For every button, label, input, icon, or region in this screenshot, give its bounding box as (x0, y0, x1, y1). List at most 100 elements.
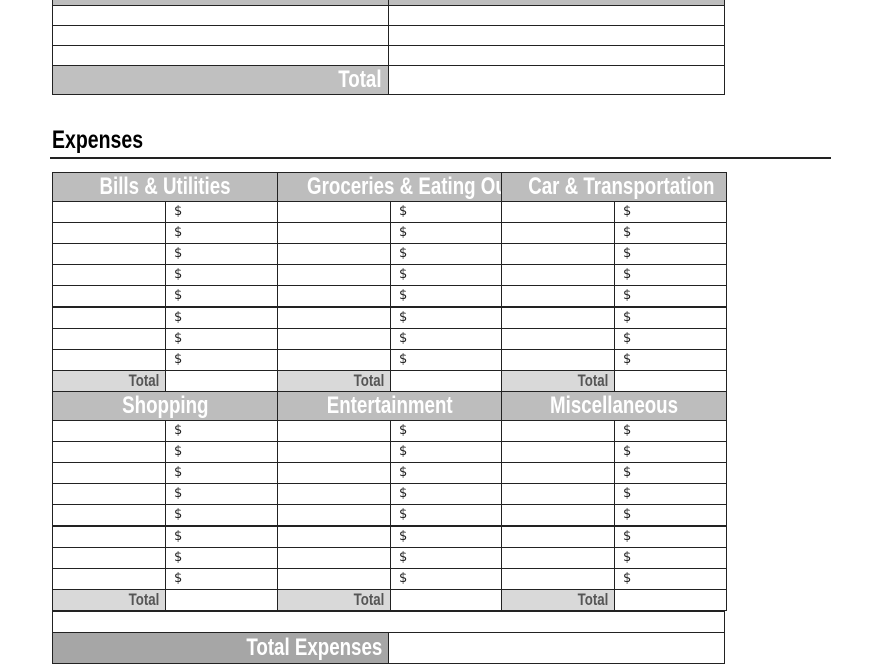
expense-item-input[interactable] (52, 222, 166, 245)
expense-amount-input[interactable]: $ (390, 546, 503, 569)
expense-amount-input[interactable]: $ (165, 462, 278, 485)
expense-item-input[interactable] (52, 348, 166, 371)
expense-item-input[interactable] (277, 441, 391, 464)
expense-amount-input[interactable]: $ (390, 285, 503, 308)
expense-amount-input[interactable]: $ (165, 348, 278, 371)
expense-item-input[interactable] (52, 504, 166, 527)
expense-item-input[interactable] (277, 483, 391, 506)
expense-item-input[interactable] (52, 546, 166, 569)
expense-amount-input[interactable]: $ (390, 222, 503, 245)
expense-amount-input[interactable]: $ (165, 420, 278, 442)
expense-item-input[interactable] (52, 264, 166, 287)
expense-item-input[interactable] (501, 201, 615, 223)
expense-item-input[interactable] (52, 462, 166, 485)
expense-amount-input[interactable]: $ (390, 201, 503, 223)
expense-item-input[interactable] (52, 441, 166, 464)
expense-item-input[interactable] (501, 222, 615, 245)
category-total-value[interactable] (165, 588, 278, 611)
expense-item-input[interactable] (52, 243, 166, 266)
expense-item-input[interactable] (52, 525, 166, 548)
expense-amount-input[interactable]: $ (390, 462, 503, 485)
expense-item-input[interactable] (52, 483, 166, 506)
expense-amount-input[interactable]: $ (390, 441, 503, 464)
expense-item-input[interactable] (501, 462, 615, 485)
income-name-input[interactable] (52, 5, 389, 26)
expense-item-input[interactable] (501, 243, 615, 266)
expense-amount-input[interactable]: $ (614, 348, 727, 371)
expense-item-input[interactable] (277, 546, 391, 569)
expense-amount-input[interactable]: $ (614, 420, 727, 442)
expense-item-input[interactable] (52, 327, 166, 350)
expense-item-input[interactable] (277, 306, 391, 329)
income-amount-input[interactable] (388, 5, 725, 26)
expense-amount-input[interactable]: $ (390, 504, 503, 527)
expense-item-input[interactable] (277, 567, 391, 590)
expense-amount-input[interactable]: $ (390, 420, 503, 442)
income-total-value[interactable] (388, 65, 725, 95)
expense-item-input[interactable] (52, 567, 166, 590)
expense-item-input[interactable] (501, 546, 615, 569)
expense-amount-input[interactable]: $ (614, 264, 727, 287)
expense-amount-input[interactable]: $ (165, 243, 278, 266)
expense-item-input[interactable] (277, 222, 391, 245)
expense-amount-input[interactable]: $ (614, 567, 727, 590)
expense-amount-input[interactable]: $ (390, 348, 503, 371)
expense-amount-input[interactable]: $ (165, 546, 278, 569)
expense-amount-input[interactable]: $ (165, 285, 278, 308)
expense-item-input[interactable] (52, 201, 166, 223)
expense-amount-input[interactable]: $ (614, 462, 727, 485)
expense-item-input[interactable] (277, 348, 391, 371)
income-name-input[interactable] (52, 25, 389, 46)
expense-amount-input[interactable]: $ (165, 264, 278, 287)
expense-item-input[interactable] (501, 525, 615, 548)
expense-item-input[interactable] (277, 285, 391, 308)
expense-item-input[interactable] (52, 306, 166, 329)
expense-amount-input[interactable]: $ (165, 525, 278, 548)
expense-amount-input[interactable]: $ (614, 201, 727, 223)
expense-item-input[interactable] (277, 420, 391, 442)
expense-amount-input[interactable]: $ (165, 201, 278, 223)
expense-amount-input[interactable]: $ (614, 306, 727, 329)
income-amount-input[interactable] (388, 45, 725, 66)
expense-amount-input[interactable]: $ (614, 441, 727, 464)
income-amount-input[interactable] (388, 25, 725, 46)
expense-item-input[interactable] (501, 306, 615, 329)
income-name-input[interactable] (52, 45, 389, 66)
category-total-value[interactable] (390, 588, 503, 611)
expense-amount-input[interactable]: $ (614, 285, 727, 308)
expense-amount-input[interactable]: $ (390, 483, 503, 506)
expense-amount-input[interactable]: $ (614, 243, 727, 266)
expense-amount-input[interactable]: $ (390, 567, 503, 590)
expense-amount-input[interactable]: $ (390, 264, 503, 287)
expense-amount-input[interactable]: $ (614, 546, 727, 569)
category-total-value[interactable] (614, 588, 727, 611)
expense-amount-input[interactable]: $ (165, 222, 278, 245)
expense-item-input[interactable] (501, 504, 615, 527)
expense-amount-input[interactable]: $ (614, 525, 727, 548)
expense-item-input[interactable] (501, 285, 615, 308)
expense-item-input[interactable] (277, 264, 391, 287)
expense-item-input[interactable] (277, 504, 391, 527)
expense-item-input[interactable] (277, 327, 391, 350)
expense-amount-input[interactable]: $ (390, 327, 503, 350)
expense-amount-input[interactable]: $ (165, 483, 278, 506)
expense-amount-input[interactable]: $ (614, 483, 727, 506)
expense-amount-input[interactable]: $ (614, 504, 727, 527)
category-total-value[interactable] (165, 369, 278, 392)
expense-amount-input[interactable]: $ (165, 504, 278, 527)
expense-item-input[interactable] (501, 264, 615, 287)
expense-item-input[interactable] (277, 243, 391, 266)
expense-amount-input[interactable]: $ (165, 441, 278, 464)
expense-item-input[interactable] (501, 441, 615, 464)
expense-amount-input[interactable]: $ (614, 327, 727, 350)
expense-item-input[interactable] (501, 327, 615, 350)
expense-amount-input[interactable]: $ (165, 327, 278, 350)
expense-item-input[interactable] (52, 285, 166, 308)
expense-item-input[interactable] (277, 525, 391, 548)
expense-amount-input[interactable]: $ (390, 306, 503, 329)
expense-amount-input[interactable]: $ (390, 243, 503, 266)
category-total-value[interactable] (390, 369, 503, 392)
expense-amount-input[interactable]: $ (165, 306, 278, 329)
expense-amount-input[interactable]: $ (614, 222, 727, 245)
category-total-value[interactable] (614, 369, 727, 392)
